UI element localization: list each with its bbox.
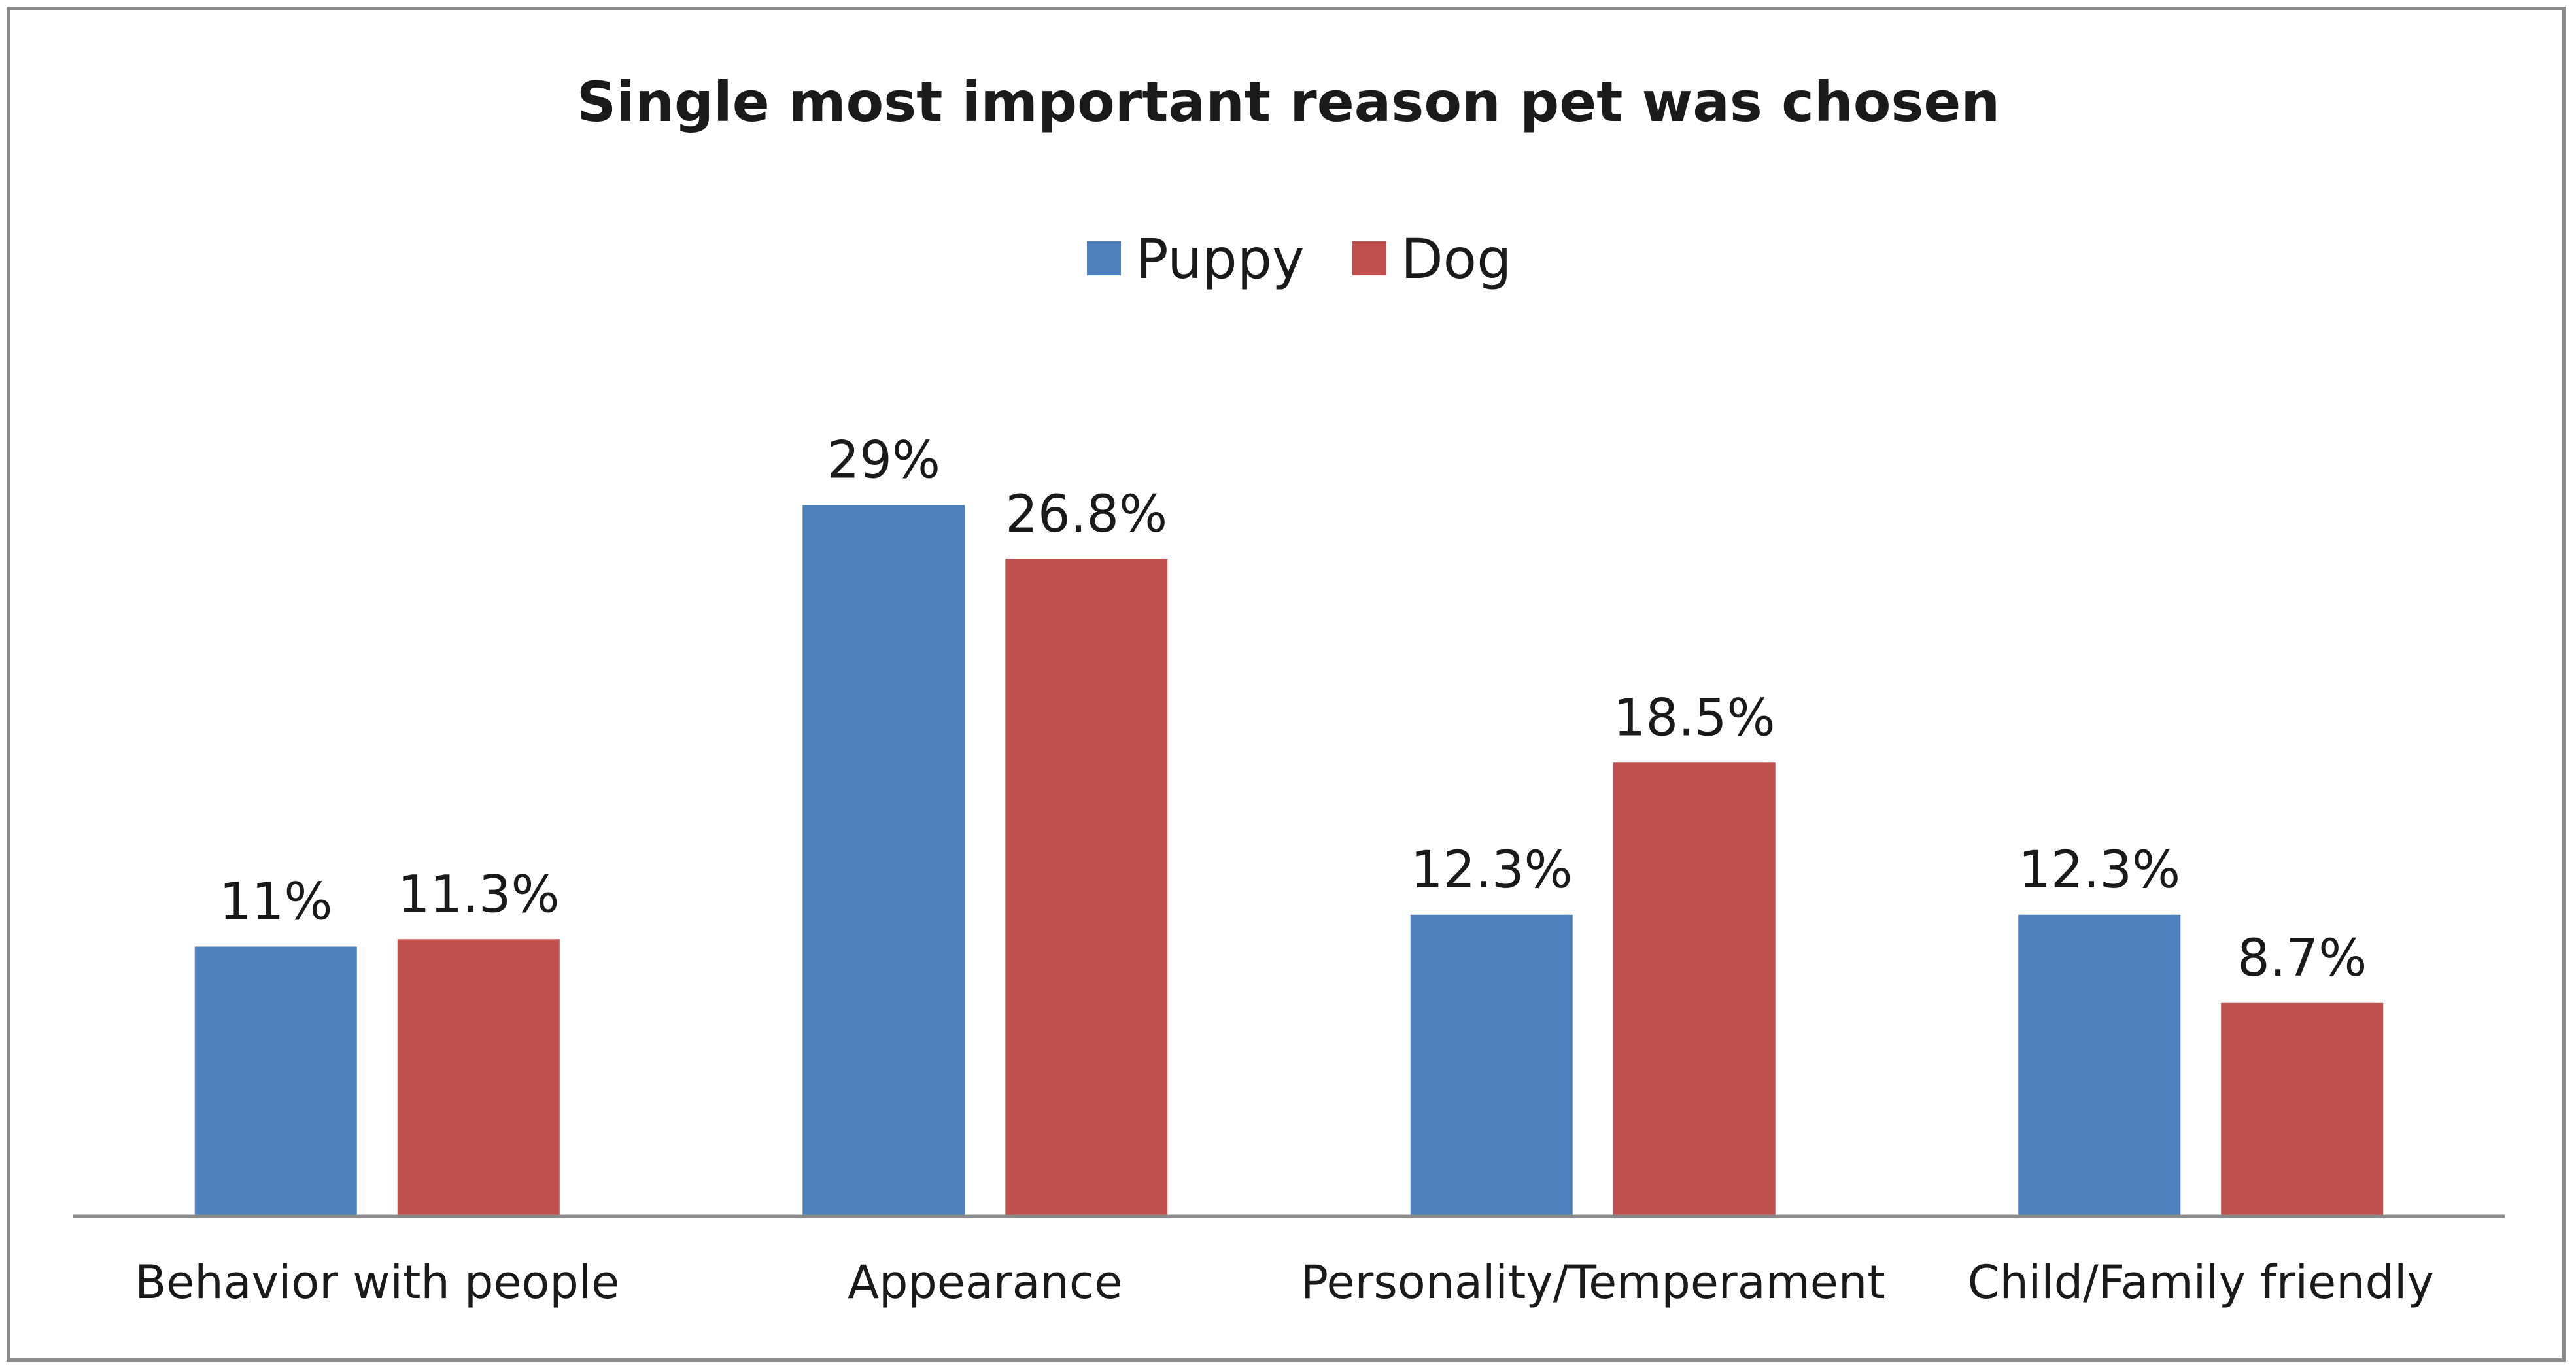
bar-puppy-appearance (802, 505, 965, 1216)
data-label-dog-personality-temperament: 18.5% (1613, 689, 1776, 747)
data-label-puppy-personality-temperament: 12.3% (1411, 841, 1573, 900)
legend: Puppy Dog (1087, 227, 1511, 291)
x-tick-label-appearance: Appearance (848, 1256, 1122, 1309)
bar-dog-personality-temperament (1613, 762, 1776, 1216)
x-tick-label-child-family-friendly: Child/Family friendly (1968, 1256, 2434, 1309)
data-label-puppy-behavior-with-people: 11% (219, 873, 332, 932)
data-label-puppy-child-family-friendly: 12.3% (2018, 841, 2180, 900)
bar-puppy-child-family-friendly (2018, 914, 2181, 1216)
legend-label-puppy: Puppy (1135, 227, 1305, 291)
legend-swatch-puppy (1087, 241, 1121, 275)
chart-title: Single most important reason pet was cho… (577, 70, 2000, 134)
bar-puppy-personality-temperament (1410, 914, 1573, 1216)
x-tick-label-behavior-with-people: Behavior with people (135, 1256, 619, 1309)
x-tick-labels-group: Behavior with people Appearance Personalit… (135, 1256, 2434, 1309)
legend-swatch-dog (1352, 241, 1386, 275)
bars-group (194, 505, 2384, 1216)
data-label-dog-child-family-friendly: 8.7% (2237, 929, 2367, 988)
bar-dog-appearance (1005, 559, 1168, 1216)
data-label-dog-behavior-with-people: 11.3% (398, 865, 560, 924)
legend-label-dog: Dog (1401, 227, 1511, 291)
bar-dog-child-family-friendly (2221, 1002, 2384, 1216)
x-tick-label-personality-temperament: Personality/Temperament (1301, 1256, 1885, 1309)
bar-dog-behavior-with-people (397, 939, 560, 1216)
bar-puppy-behavior-with-people (194, 946, 357, 1216)
data-label-dog-appearance: 26.8% (1005, 485, 1167, 544)
data-labels-group: 11% 11.3% 29% 26.8% 12.3% 18.5% 12.3% 8.7% (219, 432, 2367, 988)
data-label-puppy-appearance: 29% (827, 432, 940, 490)
